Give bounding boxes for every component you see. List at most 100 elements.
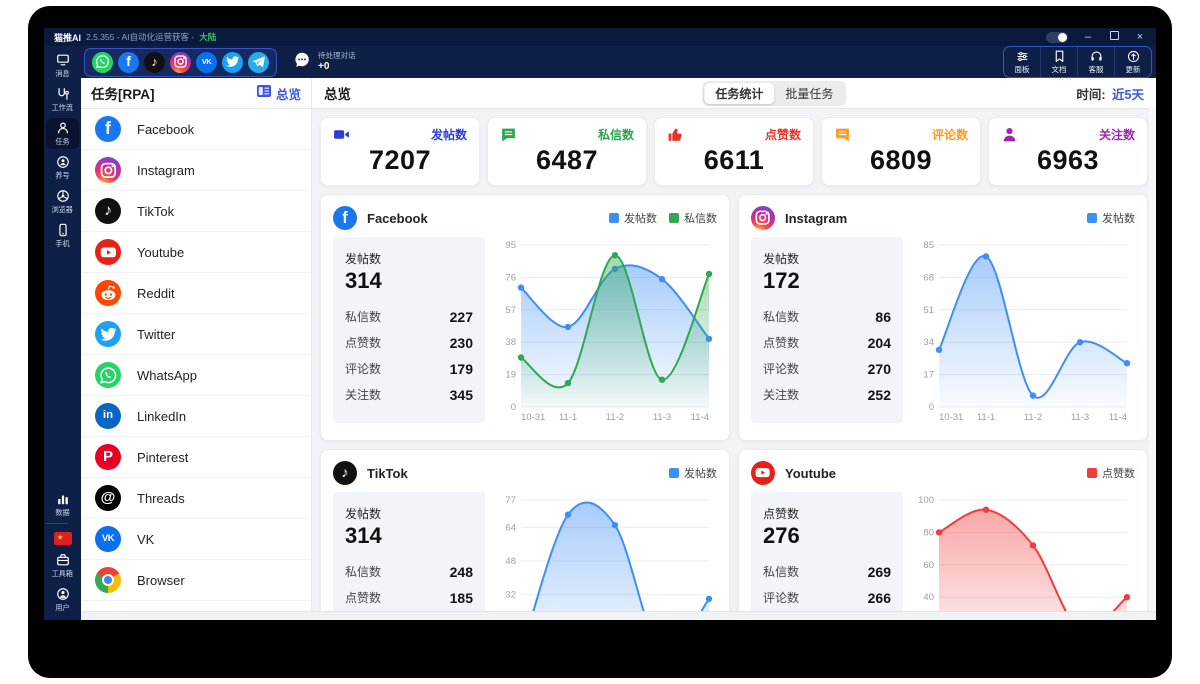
sidebar-item-label: 任务 — [55, 137, 70, 146]
workflow-icon — [56, 87, 70, 101]
vk-icon: VK — [196, 51, 217, 73]
sidebar-item-手机[interactable]: 手机 — [46, 220, 79, 251]
region-label[interactable]: 大陆 — [199, 32, 217, 42]
svg-text:40: 40 — [923, 592, 934, 603]
youtube-icon — [95, 239, 121, 265]
platform-name: Threads — [137, 490, 185, 506]
svg-text:76: 76 — [505, 272, 516, 283]
time-value-link[interactable]: 近5天 — [1112, 87, 1144, 102]
stat-row-value: 230 — [449, 334, 473, 351]
platform-name: TikTok — [137, 203, 175, 219]
svg-text:57: 57 — [505, 305, 516, 316]
sidebar-item-用户[interactable]: 用户 — [46, 584, 79, 615]
platform-list-item-whatsapp[interactable]: WhatsApp — [81, 355, 311, 396]
telegram-icon — [248, 51, 269, 73]
youtube-icon — [751, 461, 775, 485]
platform-name: Pinterest — [137, 449, 189, 465]
legend-item[interactable]: 发帖数 — [1087, 210, 1135, 226]
tab-批量任务[interactable]: 批量任务 — [785, 86, 834, 101]
platform-panel-header: 任务[RPA] 总览 — [81, 78, 311, 109]
legend-item[interactable]: 发帖数 — [669, 465, 717, 481]
sidebar-item-数据[interactable]: 数据 — [46, 489, 79, 520]
primary-stat-value: 276 — [763, 523, 800, 548]
platform-list-item-browser[interactable]: Browser — [81, 560, 311, 601]
tab-任务统计[interactable]: 任务统计 — [704, 82, 775, 104]
platform-list-item-youtube[interactable]: Youtube — [81, 232, 311, 273]
legend-item[interactable]: 点赞数 — [1087, 465, 1135, 481]
platform-list-item-linkedin[interactable]: in LinkedIn — [81, 396, 311, 437]
svg-text:11-2: 11-2 — [1024, 412, 1042, 423]
stat-row-value: 266 — [867, 589, 891, 606]
stat-row-label: 评论数 — [345, 362, 382, 376]
sidebar-item-工具箱[interactable]: 工具箱 — [46, 550, 79, 581]
stat-row: 关注数 345 — [345, 386, 473, 403]
sidebar-item-消息[interactable]: 消息 — [46, 50, 79, 81]
stat-row: 评论数 266 — [763, 589, 891, 606]
sidebar-item-浏览器[interactable]: 浏览器 — [46, 186, 79, 217]
sidebar-item-养号[interactable]: 养号 — [46, 152, 79, 183]
toolbar-social-whatsapp[interactable] — [92, 51, 113, 73]
data-chart-icon — [56, 492, 70, 506]
toolbar-social-telegram[interactable] — [248, 51, 269, 73]
phone-icon — [56, 223, 70, 237]
panel-stats-box: 发帖数 314 私信数 248 点赞数 185 — [333, 492, 485, 620]
svg-text:10-31: 10-31 — [939, 412, 963, 423]
platform-list-item-reddit[interactable]: Reddit — [81, 273, 311, 314]
stat-row-value: 345 — [449, 386, 473, 403]
panel-title: Instagram — [785, 210, 848, 226]
toolbar-social-instagram[interactable] — [170, 51, 191, 73]
sidebar-item-flag[interactable]: ★ — [46, 529, 79, 547]
threads-icon: @ — [95, 485, 121, 511]
primary-stat-value: 314 — [345, 268, 382, 293]
stat-card-label: 点赞数 — [764, 128, 801, 142]
panel-stats-box: 点赞数 276 私信数 269 评论数 266 — [751, 492, 903, 620]
chart-panels-grid: f Facebook 发帖数 私信数 发帖数 314 私信数 227 点赞数 230 评论… — [312, 186, 1156, 620]
instagram-icon — [170, 51, 191, 73]
toolbar-social-tiktok[interactable]: ♪ — [144, 51, 165, 73]
window-frame: 猫推AI 2.5.355 - AI自动化运营获客 - 大陆 – × 消息 工作流任… — [28, 6, 1172, 678]
platform-list-item-instagram[interactable]: Instagram — [81, 150, 311, 191]
theme-toggle[interactable] — [1046, 31, 1068, 43]
legend-item[interactable]: 私信数 — [669, 210, 717, 226]
sidebar-item-工作流[interactable]: 工作流 — [46, 84, 79, 115]
stat-row-label: 点赞数 — [345, 336, 382, 350]
horizontal-scrollbar[interactable] — [81, 611, 1156, 620]
panel-stats-box: 发帖数 314 私信数 227 点赞数 230 评论数 179 关注数 345 — [333, 237, 485, 423]
svg-text:17: 17 — [923, 370, 934, 381]
toolbar-social-facebook[interactable]: f — [118, 51, 139, 73]
video-camera-icon — [333, 126, 350, 143]
toolbar-social-twitter[interactable] — [222, 51, 243, 73]
platform-list-item-threads[interactable]: @ Threads — [81, 478, 311, 519]
platform-list: f Facebook Instagram ♪ TikTok Youtube Reddit Tw… — [81, 109, 311, 620]
vertical-scrollbar[interactable] — [1149, 108, 1156, 612]
comment-bubble-icon — [834, 126, 851, 143]
maximize-icon[interactable] — [1108, 31, 1120, 43]
toolbar-action-label: 客服 — [1088, 65, 1104, 74]
toolbar-action-文档[interactable]: 文档 — [1040, 47, 1077, 77]
toolbar-action-客服[interactable]: 客服 — [1077, 47, 1114, 77]
platform-list-item-pinterest[interactable]: P Pinterest — [81, 437, 311, 478]
sidebar-item-任务[interactable]: 任务 — [46, 118, 79, 149]
chart-area: 85 68 51 34 17 0 10-31 11-1 11-2 11-3 11-4 — [913, 237, 1135, 423]
tiktok-icon: ♪ — [144, 51, 165, 73]
platform-list-item-facebook[interactable]: f Facebook — [81, 109, 311, 150]
sidebar-item-label: 浏览器 — [51, 205, 74, 214]
overview-link[interactable]: 总览 — [256, 84, 301, 103]
app-title-text: 2.5.355 - AI自动化运营获客 - — [86, 32, 195, 42]
platform-list-item-tiktok[interactable]: ♪ TikTok — [81, 191, 311, 232]
toolbar-action-更新[interactable]: 更新 — [1114, 47, 1151, 77]
stat-row-label: 评论数 — [763, 362, 800, 376]
platform-list-item-twitter[interactable]: Twitter — [81, 314, 311, 355]
toolbar-action-面板[interactable]: 面板 — [1004, 47, 1040, 77]
close-icon[interactable]: × — [1136, 30, 1144, 43]
pending-chat-status[interactable]: 待处理对话 +0 — [293, 51, 356, 74]
minimize-icon[interactable]: – — [1084, 30, 1092, 43]
toolbar-social-vk[interactable]: VK — [196, 51, 217, 73]
legend-item[interactable]: 发帖数 — [609, 210, 657, 226]
panel-body: 发帖数 172 私信数 86 点赞数 204 评论数 270 关注数 252 85 68 51 34… — [751, 237, 1135, 423]
tiktok-icon: ♪ — [333, 461, 357, 485]
stat-row: 私信数 227 — [345, 308, 473, 325]
platform-list-item-vk[interactable]: VK VK — [81, 519, 311, 560]
legend-swatch-icon — [1087, 213, 1097, 223]
